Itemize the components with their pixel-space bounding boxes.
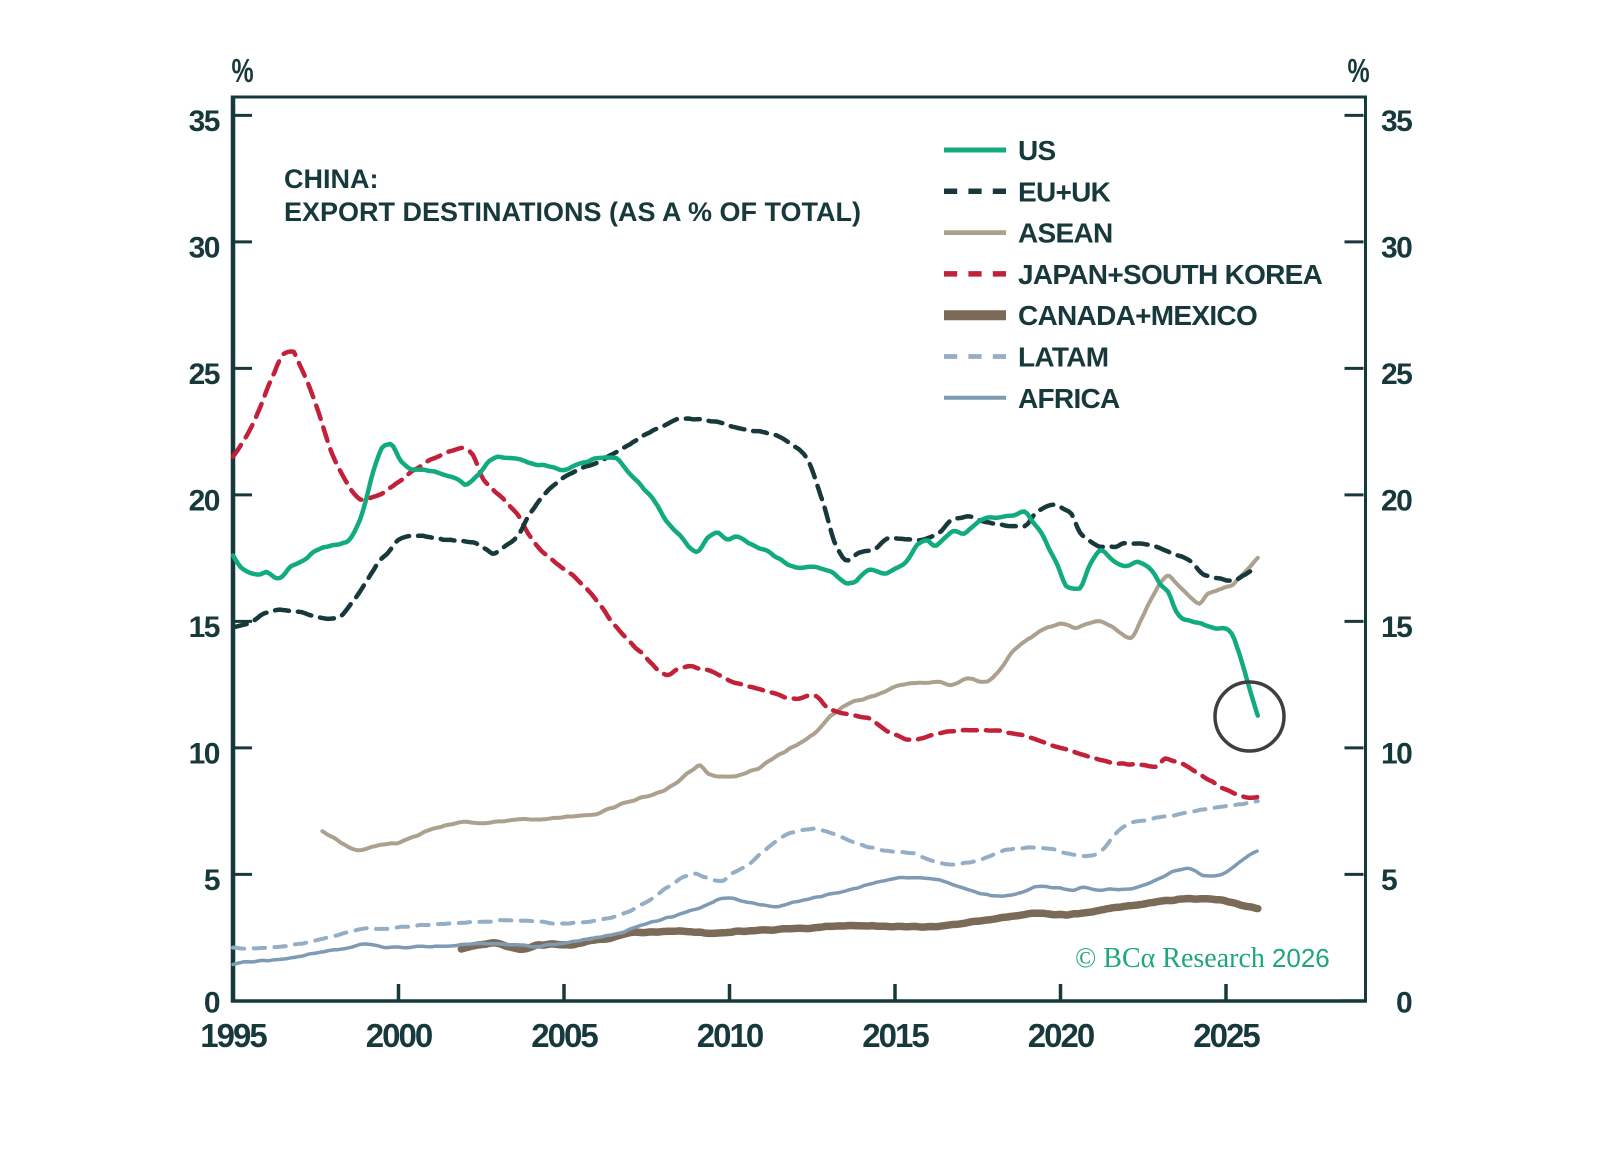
svg-text:2015: 2015 xyxy=(862,1017,929,1054)
svg-text:10: 10 xyxy=(1381,737,1412,770)
svg-text:EU+UK: EU+UK xyxy=(1018,176,1111,207)
svg-text:30: 30 xyxy=(189,231,220,264)
svg-text:20: 20 xyxy=(189,484,220,517)
svg-text:© BCα Research 2026: © BCα Research 2026 xyxy=(1075,943,1330,974)
svg-text:EXPORT DESTINATIONS (AS A % OF: EXPORT DESTINATIONS (AS A % OF TOTAL) xyxy=(284,197,861,227)
svg-text:AFRICA: AFRICA xyxy=(1018,383,1120,414)
svg-text:5: 5 xyxy=(204,864,220,897)
svg-text:CHINA:: CHINA: xyxy=(284,164,379,194)
svg-text:15: 15 xyxy=(189,611,220,644)
svg-text:2025: 2025 xyxy=(1193,1017,1260,1054)
svg-text:20: 20 xyxy=(1381,484,1412,517)
svg-text:2020: 2020 xyxy=(1028,1017,1094,1054)
svg-text:35: 35 xyxy=(1381,105,1412,138)
svg-text:0: 0 xyxy=(1396,986,1412,1019)
svg-text:15: 15 xyxy=(1381,611,1412,644)
svg-text:JAPAN+SOUTH KOREA: JAPAN+SOUTH KOREA xyxy=(1018,259,1323,290)
svg-text:35: 35 xyxy=(189,105,220,138)
svg-text:1995: 1995 xyxy=(200,1017,267,1054)
svg-text:5: 5 xyxy=(1381,864,1397,897)
svg-text:10: 10 xyxy=(189,737,220,770)
svg-text:%: % xyxy=(232,52,254,89)
svg-text:%: % xyxy=(1348,52,1370,89)
svg-text:2005: 2005 xyxy=(531,1017,598,1054)
svg-text:25: 25 xyxy=(1381,358,1412,391)
svg-text:30: 30 xyxy=(1381,231,1412,264)
svg-text:CANADA+MEXICO: CANADA+MEXICO xyxy=(1018,300,1257,331)
svg-text:LATAM: LATAM xyxy=(1018,342,1108,373)
svg-text:2010: 2010 xyxy=(697,1017,763,1054)
svg-text:25: 25 xyxy=(189,358,220,391)
svg-text:0: 0 xyxy=(204,986,220,1019)
svg-text:ASEAN: ASEAN xyxy=(1018,218,1113,249)
svg-text:US: US xyxy=(1018,135,1056,166)
svg-text:2000: 2000 xyxy=(366,1017,432,1054)
